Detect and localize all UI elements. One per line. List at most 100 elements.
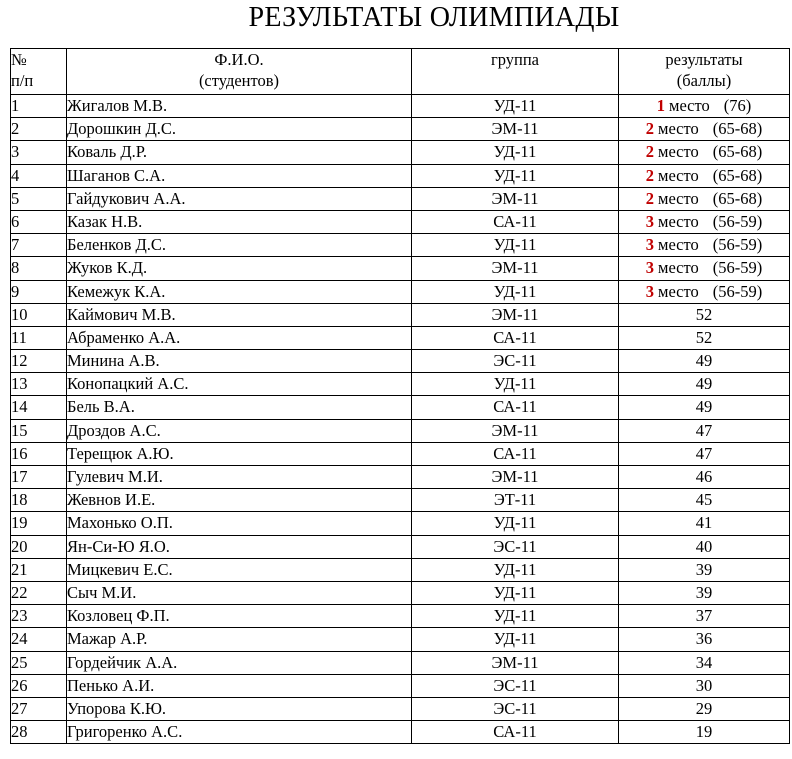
- student-name-cell: Кемежук К.А.: [66, 279, 412, 304]
- result-cell: 39: [618, 580, 790, 606]
- group-cell: ЭМ-11: [411, 186, 619, 211]
- row-number-cell: 12: [10, 349, 67, 374]
- row-number-cell: 10: [10, 302, 67, 327]
- student-name-cell: Беленков Д.С.: [66, 233, 412, 258]
- header-result-line: результаты: [665, 50, 743, 69]
- result-cell: 49: [618, 349, 790, 374]
- result-cell: 52: [618, 325, 790, 351]
- result-cell: 36: [618, 627, 790, 652]
- result-cell: 40: [618, 534, 790, 559]
- group-cell: СА-11: [411, 325, 619, 351]
- result-cell: 39: [618, 557, 790, 582]
- row-number-cell: 25: [10, 650, 67, 675]
- table-row: 12 Минина А.В. ЭС-11 49: [10, 349, 790, 374]
- group-cell: СА-11: [411, 720, 619, 745]
- group-cell: ЭМ-11: [411, 117, 619, 142]
- student-name-cell: Шаганов С.А.: [66, 163, 412, 188]
- student-name-cell: Упорова К.Ю.: [66, 696, 412, 722]
- place-word: место: [658, 281, 699, 301]
- row-number-cell: 27: [10, 696, 67, 722]
- student-name-cell: Мицкевич Е.С.: [66, 557, 412, 582]
- place-word: место: [658, 188, 699, 208]
- student-name-cell: Мажар А.Р.: [66, 627, 412, 652]
- table-row: 4 Шаганов С.А. УД-11 2 место (65-68): [10, 163, 790, 188]
- place-word: место: [669, 96, 710, 115]
- result-cell: 47: [618, 418, 790, 443]
- group-cell: ЭМ-11: [411, 302, 619, 327]
- result-cell: 1 место (76): [618, 93, 790, 119]
- student-name-cell: Жигалов М.В.: [66, 93, 412, 119]
- group-cell: ЭС-11: [411, 534, 619, 559]
- student-name-cell: Конопацкий А.С.: [66, 372, 412, 397]
- student-name-cell: Коваль Д.Р.: [66, 140, 412, 165]
- result-cell: 34: [618, 650, 790, 675]
- place-number: 3: [645, 281, 654, 301]
- place-word: место: [658, 235, 699, 255]
- table-body: 1 Жигалов М.В. УД-11 1 место (76) 2 Дорошкин Д.…: [10, 93, 790, 745]
- place-number: 3: [645, 258, 654, 278]
- group-cell: УД-11: [411, 163, 619, 188]
- table-row: 2 Дорошкин Д.С. ЭМ-11 2 место (65-68): [10, 117, 790, 142]
- result-cell: 52: [618, 302, 790, 327]
- table-row: 28 Григоренко А.С. СА-11 19: [10, 720, 790, 745]
- table-row: 6 Казак Н.В. СА-11 3 место (56-59): [10, 209, 790, 235]
- result-cell: 2 место (65-68): [618, 140, 790, 165]
- group-cell: УД-11: [411, 372, 619, 397]
- table-row: 27 Упорова К.Ю. ЭС-11 29: [10, 696, 790, 722]
- row-number-cell: 28: [10, 720, 67, 745]
- row-number-cell: 4: [10, 163, 67, 188]
- group-cell: УД-11: [411, 511, 619, 536]
- row-number-cell: 14: [10, 395, 67, 420]
- place-number: 2: [645, 165, 654, 185]
- row-number-cell: 6: [10, 209, 67, 235]
- table-row: 10 Каймович М.В. ЭМ-11 52: [10, 302, 790, 327]
- group-cell: ЭМ-11: [411, 464, 619, 490]
- table-row: 23 Козловец Ф.П. УД-11 37: [10, 604, 790, 629]
- result-cell: 3 место (56-59): [618, 279, 790, 304]
- score-value: (56-59): [712, 258, 763, 278]
- table-row: 19 Махонько О.П. УД-11 41: [10, 511, 790, 536]
- place-word: место: [658, 211, 699, 231]
- student-name-cell: Абраменко А.А.: [66, 325, 412, 351]
- score-value: (65-68): [712, 165, 763, 185]
- header-group-line: группа: [490, 50, 540, 69]
- score-value: (65-68): [712, 119, 763, 139]
- score-value: (65-68): [712, 142, 763, 162]
- score-value: (56-59): [712, 235, 763, 255]
- row-number-cell: 8: [10, 256, 67, 281]
- table-row: 16 Терещюк А.Ю. СА-11 47: [10, 441, 790, 467]
- result-cell: 2 место (65-68): [618, 163, 790, 188]
- row-number-cell: 23: [10, 604, 67, 629]
- result-cell: 30: [618, 673, 790, 698]
- score-value: (56-59): [712, 281, 763, 301]
- group-cell: УД-11: [411, 557, 619, 582]
- group-cell: ЭТ-11: [411, 488, 619, 513]
- group-cell: ЭМ-11: [411, 650, 619, 675]
- result-cell: 2 место (65-68): [618, 117, 790, 142]
- header-group: группа: [411, 48, 619, 95]
- result-cell: 3 место (56-59): [618, 256, 790, 281]
- row-number-cell: 26: [10, 673, 67, 698]
- table-header: № п/п Ф.И.О. (студентов) группа результа…: [10, 48, 790, 95]
- group-cell: СА-11: [411, 395, 619, 420]
- place-number: 1: [656, 96, 665, 115]
- row-number-cell: 5: [10, 186, 67, 211]
- group-cell: УД-11: [411, 140, 619, 165]
- result-cell: 47: [618, 441, 790, 467]
- student-name-cell: Гайдукович А.А.: [66, 186, 412, 211]
- result-cell: 45: [618, 488, 790, 513]
- place-number: 2: [645, 142, 654, 162]
- table-row: 14 Бель В.А. СА-11 49: [10, 395, 790, 420]
- group-cell: ЭС-11: [411, 696, 619, 722]
- table-row: 24 Мажар А.Р. УД-11 36: [10, 627, 790, 652]
- header-number: № п/п: [10, 48, 67, 95]
- result-cell: 29: [618, 696, 790, 722]
- group-cell: УД-11: [411, 233, 619, 258]
- score-value: (76): [723, 96, 752, 115]
- row-number-cell: 9: [10, 279, 67, 304]
- result-cell: 2 место (65-68): [618, 186, 790, 211]
- row-number-cell: 24: [10, 627, 67, 652]
- place-number: 3: [645, 211, 654, 231]
- student-name-cell: Казак Н.В.: [66, 209, 412, 235]
- row-number-cell: 17: [10, 464, 67, 490]
